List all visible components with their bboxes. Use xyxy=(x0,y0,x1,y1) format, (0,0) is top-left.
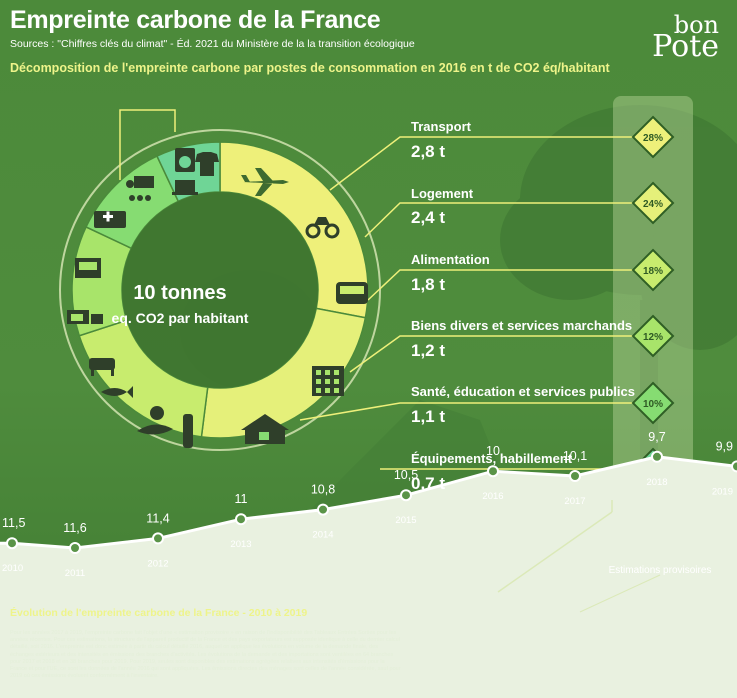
line-point xyxy=(651,450,663,463)
line-area xyxy=(0,456,737,698)
line-point xyxy=(152,532,164,545)
slice-label: Transport xyxy=(411,119,471,134)
shirt-icon xyxy=(195,152,219,176)
x-tick-label: 2015 xyxy=(395,515,416,526)
line-chart-title: Évolution de l'empreinte carbone de la F… xyxy=(10,607,308,619)
line-point xyxy=(317,503,329,516)
x-tick-label: 2010 xyxy=(2,563,23,574)
footnote: Pour les années 2017 à 2019, l'empreinte… xyxy=(10,630,401,680)
line-point xyxy=(731,460,737,473)
donut-center-unit: eq. CO2 par habitant xyxy=(111,310,249,326)
line-point xyxy=(487,465,499,478)
x-tick-label: 2016 xyxy=(482,491,503,502)
fish-icon xyxy=(101,386,133,398)
leader-line xyxy=(367,269,635,301)
point-value-label: 11,4 xyxy=(146,511,169,525)
slice-label: Alimentation xyxy=(411,252,490,267)
point-value-label: 10,5 xyxy=(394,468,418,482)
washing-machine-icon xyxy=(175,148,195,172)
leader-line xyxy=(119,109,176,180)
x-tick-label: 2019 xyxy=(712,486,733,497)
x-tick-label: 2018 xyxy=(646,477,667,488)
percent-label: 18% xyxy=(643,266,663,277)
slice-value: 2,4 t xyxy=(411,208,446,227)
line-point xyxy=(235,513,247,526)
leader-line xyxy=(329,136,635,191)
slice-value: 1,8 t xyxy=(411,275,446,294)
leader-line xyxy=(364,202,635,238)
building-icon xyxy=(312,366,344,396)
point-value-label: 9,7 xyxy=(648,430,665,444)
page-title: Empreinte carbone de la France xyxy=(10,6,381,34)
percent-badge: 24% xyxy=(631,181,675,225)
annotation-label: Estimations provisoires xyxy=(609,565,712,576)
point-value-label: 10 xyxy=(486,444,500,458)
logo-bottom: Pote xyxy=(652,29,719,64)
atm-icon xyxy=(75,258,101,278)
point-value-label: 10,8 xyxy=(311,483,335,497)
laptop-icon xyxy=(172,180,198,195)
percent-badge: 12% xyxy=(631,314,675,358)
percent-badge: 18% xyxy=(631,248,675,292)
line-point xyxy=(6,537,18,550)
donut-hole xyxy=(122,192,318,388)
slice-label: Biens divers et services marchands xyxy=(411,318,633,333)
bottle-icon xyxy=(183,414,193,448)
slice-value: 0,7 t xyxy=(411,474,446,493)
logo: bon Pote xyxy=(652,11,719,64)
house-icon xyxy=(241,414,289,444)
slice-value: 1,2 t xyxy=(411,341,446,360)
x-tick-label: 2012 xyxy=(147,558,168,569)
ambulance-icon xyxy=(94,211,126,228)
airplane-icon xyxy=(241,168,289,196)
x-tick-label: 2017 xyxy=(564,496,585,507)
x-tick-label: 2011 xyxy=(65,568,85,579)
line-point xyxy=(569,470,581,482)
motorcycle-icon xyxy=(305,217,340,239)
slice-value: 2,8 t xyxy=(411,142,446,161)
point-value-label: 10,1 xyxy=(563,449,587,463)
point-value-label: 11 xyxy=(235,492,248,506)
truck-icon xyxy=(67,310,103,324)
point-value-label: 9,9 xyxy=(716,439,733,453)
percent-label: 24% xyxy=(643,199,663,210)
percent-label: 10% xyxy=(643,399,663,410)
leader-line xyxy=(299,402,635,421)
percent-label: 12% xyxy=(643,332,663,343)
sources-line: Sources : "Chiffres clés du climat" - Éd… xyxy=(10,38,415,50)
percent-label: 28% xyxy=(643,133,663,144)
x-tick-label: 2013 xyxy=(230,539,251,550)
slice-label: Santé, éducation et services publics xyxy=(411,384,635,399)
cow-icon xyxy=(89,358,115,376)
car-icon xyxy=(336,282,368,304)
chart-subtitle: Décomposition de l'empreinte carbone par… xyxy=(10,61,610,75)
vegetables-icon xyxy=(137,406,173,435)
leader-line xyxy=(349,335,635,373)
point-value-label: 11,5 xyxy=(2,516,25,530)
donut-center-total: 10 tonnes xyxy=(133,282,227,304)
percent-badge: 28% xyxy=(631,115,675,159)
line-point xyxy=(400,489,412,502)
slice-label: Équipements, habillement xyxy=(411,451,573,466)
line-point xyxy=(69,542,81,554)
logo-top: bon xyxy=(673,11,719,39)
x-tick-label: 2014 xyxy=(312,530,333,541)
percent-badge: 10% xyxy=(631,381,675,425)
teacher-icon xyxy=(126,176,154,201)
slice-value: 1,1 t xyxy=(411,407,446,426)
point-value-label: 11,6 xyxy=(63,521,86,535)
slice-label: Logement xyxy=(411,186,474,201)
